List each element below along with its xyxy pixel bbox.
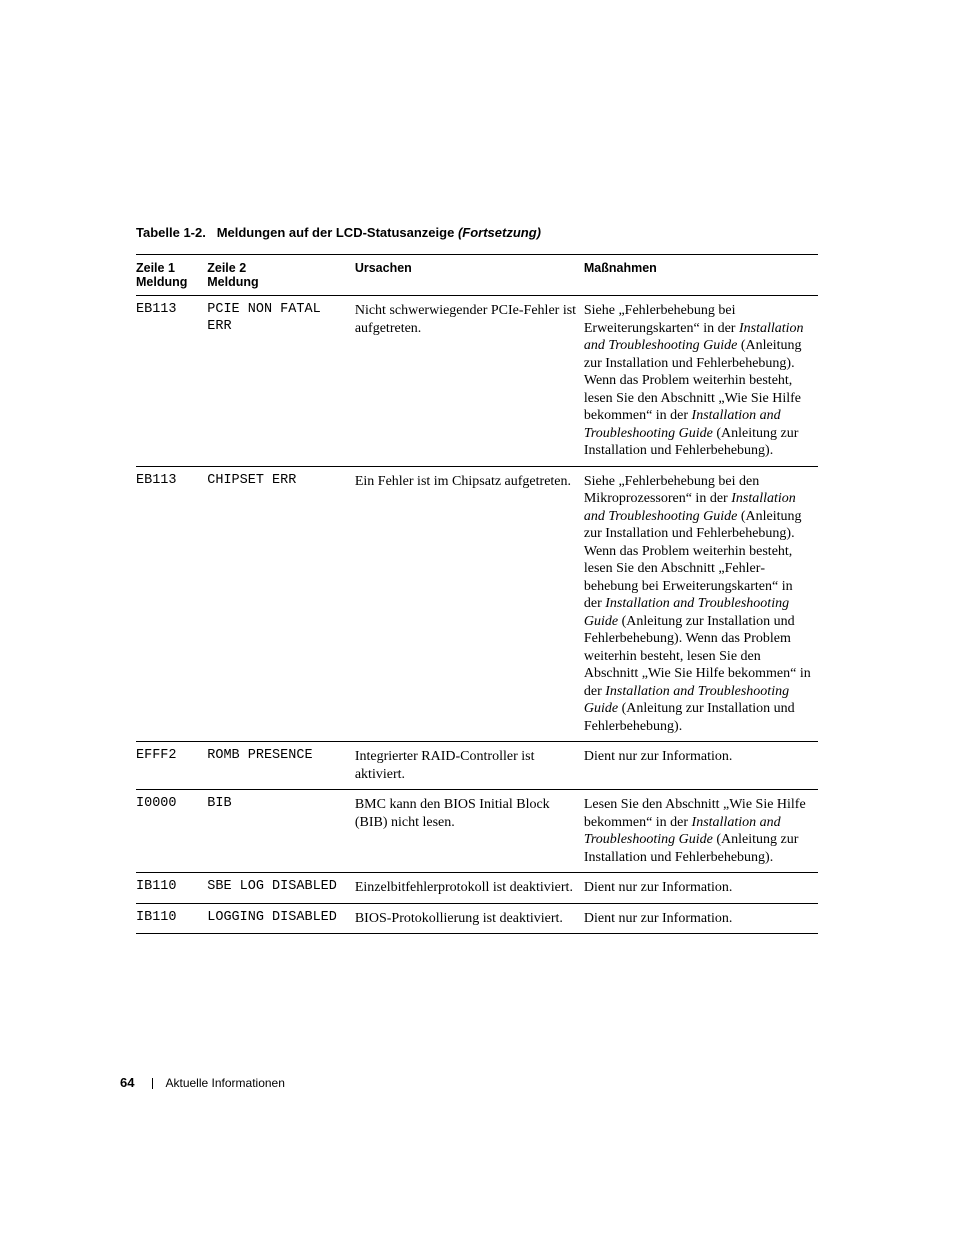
cell-code1: I0000 xyxy=(136,790,207,873)
cell-code1: EFFF2 xyxy=(136,742,207,790)
cell-code1: IB110 xyxy=(136,873,207,904)
table-row: IB110SBE LOG DISABLEDEinzelbitfehlerprot… xyxy=(136,873,818,904)
caption-title: Meldungen auf der LCD-Statusanzeige xyxy=(217,225,455,240)
column-header: Zeile 2Meldung xyxy=(207,255,355,296)
footer-separator xyxy=(152,1078,153,1089)
cell-cause: Ein Fehler ist im Chipsatz aufgetreten. xyxy=(355,466,584,742)
table-row: EB113CHIPSET ERREin Fehler ist im Chipsa… xyxy=(136,466,818,742)
cell-code2: PCIE NON FATAL ERR xyxy=(207,296,355,467)
cell-code1: EB113 xyxy=(136,466,207,742)
cell-code1: IB110 xyxy=(136,903,207,934)
cell-code2: SBE LOG DISABLED xyxy=(207,873,355,904)
table-row: EFFF2ROMB PRESENCEIntegrierter RAID-Cont… xyxy=(136,742,818,790)
page-number: 64 xyxy=(120,1075,134,1090)
cell-cause: BMC kann den BIOS Initial Block (BIB) ni… xyxy=(355,790,584,873)
cell-cause: Nicht schwerwiegender PCIe-Fehler ist au… xyxy=(355,296,584,467)
cell-cause: BIOS-Protokollierung ist deaktiviert. xyxy=(355,903,584,934)
caption-label: Tabelle 1-2. xyxy=(136,225,206,240)
cell-action: Siehe „Fehlerbehebung bei Erweiterungska… xyxy=(584,296,818,467)
document-page: Tabelle 1-2. Meldungen auf der LCD-Statu… xyxy=(0,0,954,1235)
table-caption: Tabelle 1-2. Meldungen auf der LCD-Statu… xyxy=(136,225,818,240)
footer-section: Aktuelle Informationen xyxy=(165,1076,284,1090)
page-footer: 64 Aktuelle Informationen xyxy=(120,1075,285,1090)
cell-code2: CHIPSET ERR xyxy=(207,466,355,742)
table-row: IB110LOGGING DISABLEDBIOS-Protokollierun… xyxy=(136,903,818,934)
table-row: EB113PCIE NON FATAL ERRNicht schwerwiege… xyxy=(136,296,818,467)
cell-action: Siehe „Fehlerbehebung bei den Mikroproze… xyxy=(584,466,818,742)
cell-code2: ROMB PRESENCE xyxy=(207,742,355,790)
cell-code1: EB113 xyxy=(136,296,207,467)
cell-action: Dient nur zur Information. xyxy=(584,903,818,934)
cell-code2: BIB xyxy=(207,790,355,873)
cell-cause: Integrierter RAID-Controller ist aktivie… xyxy=(355,742,584,790)
lcd-messages-table: Zeile 1MeldungZeile 2MeldungUrsachenMaßn… xyxy=(136,254,818,934)
column-header: Ursachen xyxy=(355,255,584,296)
cell-action: Dient nur zur Information. xyxy=(584,742,818,790)
cell-code2: LOGGING DISABLED xyxy=(207,903,355,934)
table-row: I0000BIBBMC kann den BIOS Initial Block … xyxy=(136,790,818,873)
column-header: Zeile 1Meldung xyxy=(136,255,207,296)
cell-action: Lesen Sie den Abschnitt „Wie Sie Hilfe b… xyxy=(584,790,818,873)
table-header-row: Zeile 1MeldungZeile 2MeldungUrsachenMaßn… xyxy=(136,255,818,296)
cell-cause: Einzelbitfehlerprotokoll ist deaktiviert… xyxy=(355,873,584,904)
caption-continuation: (Fortsetzung) xyxy=(458,225,541,240)
column-header: Maßnahmen xyxy=(584,255,818,296)
cell-action: Dient nur zur Information. xyxy=(584,873,818,904)
